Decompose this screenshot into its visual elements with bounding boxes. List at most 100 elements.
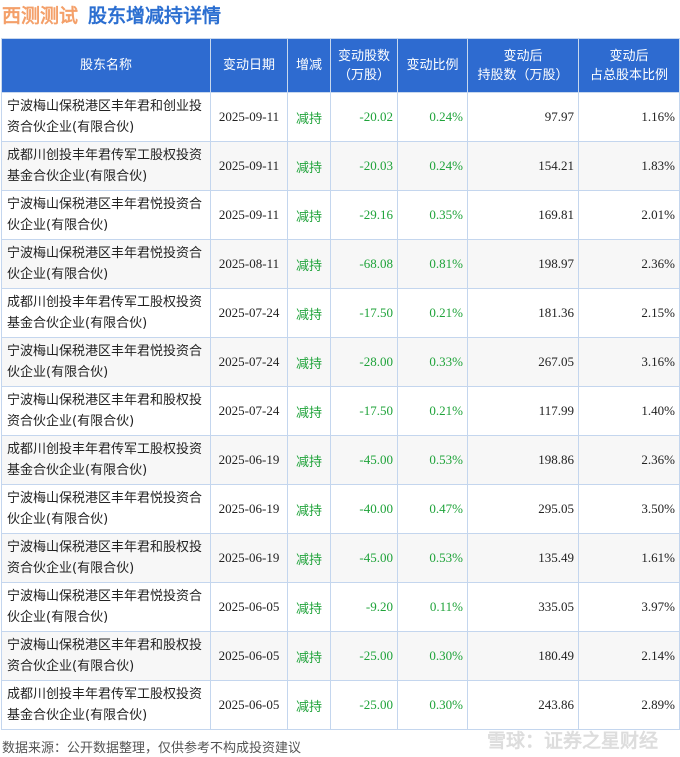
direction: 减持 xyxy=(287,190,331,240)
holding-after: 295.05 xyxy=(467,484,579,534)
direction: 减持 xyxy=(287,533,331,583)
page-title: 西测测试 股东增减持详情 xyxy=(2,2,221,30)
holding-ratio: 2.15% xyxy=(578,288,680,338)
change-ratio: 0.21% xyxy=(397,386,468,436)
shareholder-name: 宁波梅山保税港区丰年君悦投资合伙企业(有限合伙) xyxy=(1,484,211,534)
change-shares: -68.08 xyxy=(330,239,398,289)
holding-ratio: 2.36% xyxy=(578,435,680,485)
shareholder-name: 宁波梅山保税港区丰年君和股权投资合伙企业(有限合伙) xyxy=(1,631,211,681)
change-shares: -28.00 xyxy=(330,337,398,387)
change-shares: -20.02 xyxy=(330,92,398,142)
holding-ratio: 1.83% xyxy=(578,141,680,191)
change-ratio: 0.81% xyxy=(397,239,468,289)
holding-ratio: 2.36% xyxy=(578,239,680,289)
holding-after: 267.05 xyxy=(467,337,579,387)
holding-ratio: 3.97% xyxy=(578,582,680,632)
change-date: 2025-06-19 xyxy=(210,484,288,534)
table-row: 成都川创投丰年君传军工股权投资基金合伙企业(有限合伙) 2025-06-19 减持 -… xyxy=(1,435,680,485)
holding-ratio: 2.01% xyxy=(578,190,680,240)
holding-ratio: 1.40% xyxy=(578,386,680,436)
change-shares: -29.16 xyxy=(330,190,398,240)
holding-after: 198.97 xyxy=(467,239,579,289)
holding-after: 180.49 xyxy=(467,631,579,681)
holding-after: 181.36 xyxy=(467,288,579,338)
direction: 减持 xyxy=(287,386,331,436)
direction: 减持 xyxy=(287,680,331,730)
change-ratio: 0.30% xyxy=(397,680,468,730)
shareholder-name: 成都川创投丰年君传军工股权投资基金合伙企业(有限合伙) xyxy=(1,680,211,730)
table-row: 宁波梅山保税港区丰年君悦投资合伙企业(有限合伙) 2025-06-19 减持 -40.… xyxy=(1,484,680,534)
holding-after: 97.97 xyxy=(467,92,579,142)
shareholder-name: 宁波梅山保税港区丰年君和创业投资合伙企业(有限合伙) xyxy=(1,92,211,142)
holding-ratio: 2.14% xyxy=(578,631,680,681)
change-shares: -40.00 xyxy=(330,484,398,534)
shareholder-name: 宁波梅山保税港区丰年君悦投资合伙企业(有限合伙) xyxy=(1,582,211,632)
change-date: 2025-06-05 xyxy=(210,631,288,681)
table-row: 宁波梅山保税港区丰年君和股权投资合伙企业(有限合伙) 2025-06-19 减持 -4… xyxy=(1,533,680,583)
change-date: 2025-06-05 xyxy=(210,680,288,730)
direction: 减持 xyxy=(287,239,331,289)
change-shares: -25.00 xyxy=(330,680,398,730)
change-shares: -17.50 xyxy=(330,386,398,436)
column-header: 增减 xyxy=(287,38,331,93)
change-shares: -45.00 xyxy=(330,435,398,485)
shareholder-name: 宁波梅山保税港区丰年君和股权投资合伙企业(有限合伙) xyxy=(1,533,211,583)
change-ratio: 0.21% xyxy=(397,288,468,338)
table-row: 宁波梅山保税港区丰年君悦投资合伙企业(有限合伙) 2025-09-11 减持 -29.… xyxy=(1,190,680,240)
change-date: 2025-06-05 xyxy=(210,582,288,632)
holding-after: 243.86 xyxy=(467,680,579,730)
change-ratio: 0.33% xyxy=(397,337,468,387)
direction: 减持 xyxy=(287,92,331,142)
column-header: 变动日期 xyxy=(210,38,288,93)
change-date: 2025-07-24 xyxy=(210,288,288,338)
holding-after: 169.81 xyxy=(467,190,579,240)
change-date: 2025-07-24 xyxy=(210,337,288,387)
change-date: 2025-09-11 xyxy=(210,141,288,191)
column-header: 变动后 持股数（万股） xyxy=(467,38,579,93)
change-ratio: 0.30% xyxy=(397,631,468,681)
change-ratio: 0.47% xyxy=(397,484,468,534)
column-header: 变动后 占总股本比例 xyxy=(578,38,680,93)
column-header: 变动比例 xyxy=(397,38,468,93)
change-ratio: 0.24% xyxy=(397,92,468,142)
company-name: 西测测试 xyxy=(2,5,79,27)
holding-ratio: 1.16% xyxy=(578,92,680,142)
change-ratio: 0.24% xyxy=(397,141,468,191)
change-ratio: 0.11% xyxy=(397,582,468,632)
direction: 减持 xyxy=(287,484,331,534)
change-ratio: 0.53% xyxy=(397,435,468,485)
direction: 减持 xyxy=(287,582,331,632)
holding-after: 198.86 xyxy=(467,435,579,485)
change-shares: -25.00 xyxy=(330,631,398,681)
direction: 减持 xyxy=(287,288,331,338)
shareholder-name: 成都川创投丰年君传军工股权投资基金合伙企业(有限合伙) xyxy=(1,141,211,191)
holding-ratio: 2.89% xyxy=(578,680,680,730)
table-row: 宁波梅山保税港区丰年君和股权投资合伙企业(有限合伙) 2025-07-24 减持 -1… xyxy=(1,386,680,436)
holding-after: 135.49 xyxy=(467,533,579,583)
watermark: 雪球：证券之星财经 xyxy=(486,730,658,752)
table-row: 成都川创投丰年君传军工股权投资基金合伙企业(有限合伙) 2025-07-24 减持 -… xyxy=(1,288,680,338)
table-row: 成都川创投丰年君传军工股权投资基金合伙企业(有限合伙) 2025-09-11 减持 -… xyxy=(1,141,680,191)
change-date: 2025-09-11 xyxy=(210,190,288,240)
shareholder-name: 宁波梅山保税港区丰年君和股权投资合伙企业(有限合伙) xyxy=(1,386,211,436)
shareholder-name: 成都川创投丰年君传军工股权投资基金合伙企业(有限合伙) xyxy=(1,288,211,338)
shareholder-name: 宁波梅山保税港区丰年君悦投资合伙企业(有限合伙) xyxy=(1,239,211,289)
column-header: 股东名称 xyxy=(1,38,211,93)
table-row: 宁波梅山保税港区丰年君悦投资合伙企业(有限合伙) 2025-08-11 减持 -68.… xyxy=(1,239,680,289)
table-row: 宁波梅山保税港区丰年君悦投资合伙企业(有限合伙) 2025-06-05 减持 -9.2… xyxy=(1,582,680,632)
title-text: 股东增减持详情 xyxy=(88,5,222,27)
table-row: 宁波梅山保税港区丰年君和创业投资合伙企业(有限合伙) 2025-09-11 减持 -2… xyxy=(1,92,680,142)
change-ratio: 0.35% xyxy=(397,190,468,240)
holding-ratio: 1.61% xyxy=(578,533,680,583)
holding-ratio: 3.16% xyxy=(578,337,680,387)
holding-after: 335.05 xyxy=(467,582,579,632)
shareholder-name: 宁波梅山保税港区丰年君悦投资合伙企业(有限合伙) xyxy=(1,190,211,240)
holding-after: 154.21 xyxy=(467,141,579,191)
direction: 减持 xyxy=(287,435,331,485)
table-row: 成都川创投丰年君传军工股权投资基金合伙企业(有限合伙) 2025-06-05 减持 -… xyxy=(1,680,680,730)
shareholder-name: 宁波梅山保税港区丰年君悦投资合伙企业(有限合伙) xyxy=(1,337,211,387)
change-date: 2025-06-19 xyxy=(210,533,288,583)
change-date: 2025-08-11 xyxy=(210,239,288,289)
data-source-note: 数据来源：公开数据整理，仅供参考不构成投资建议 xyxy=(2,741,302,756)
shareholder-table: 股东名称 变动日期 增减 变动股数 （万股） 变动比例 变动后 持股数（万股） 变动后 占总… xyxy=(1,38,680,730)
